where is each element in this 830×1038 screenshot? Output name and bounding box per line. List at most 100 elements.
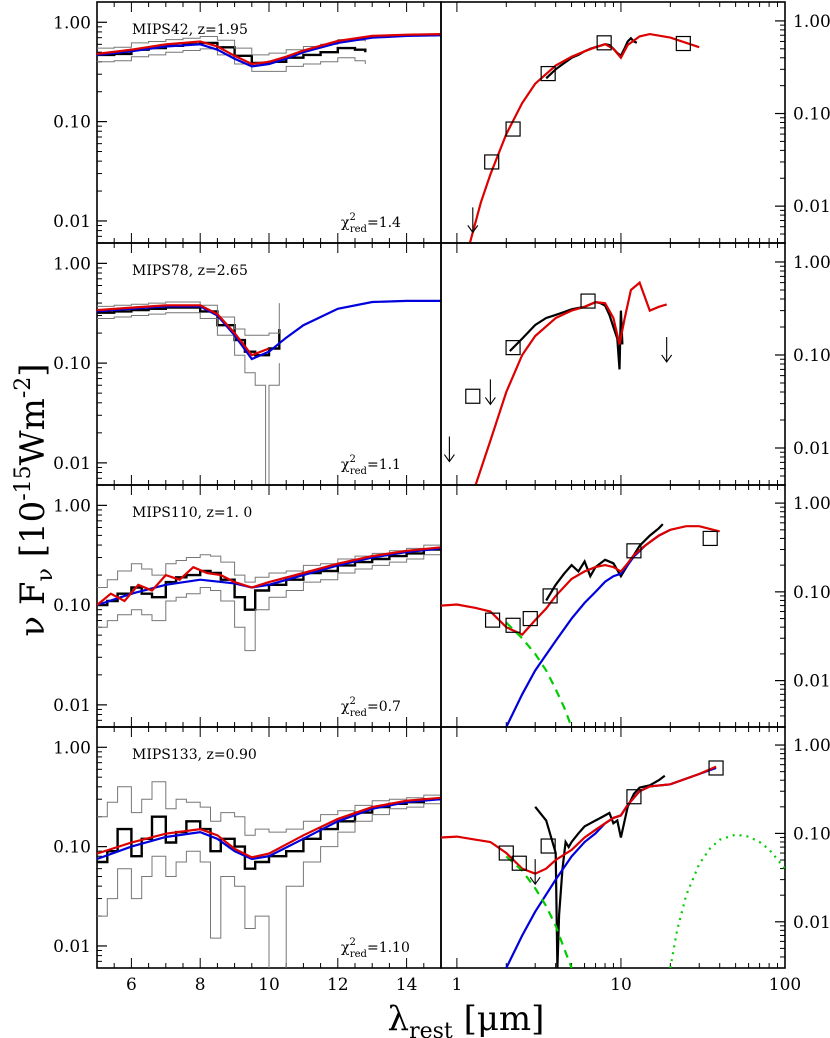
series-3-line xyxy=(97,798,441,861)
photometry-point xyxy=(626,789,642,805)
series-2-line xyxy=(441,525,720,636)
photometry-point xyxy=(708,760,724,776)
y-tick-label: 1.00 xyxy=(793,736,830,756)
photometry-point xyxy=(484,154,500,170)
series-0-line xyxy=(545,523,664,602)
series-4-line xyxy=(97,796,441,859)
photometry-point xyxy=(498,845,514,861)
y-tick-label: 1.00 xyxy=(793,494,830,514)
chi2-label: χ2 red=1.1 xyxy=(341,454,401,477)
y-tick-label: 0.10 xyxy=(793,583,830,603)
panel-right-1: 0.01 0.10 1.00 xyxy=(440,1,830,244)
plot-frame xyxy=(440,726,786,969)
photometry-point xyxy=(540,65,556,82)
x-tick-label: 1 xyxy=(451,975,462,995)
y-axis-title: ν Fν [10-15Wm-2] xyxy=(11,363,58,636)
series-3-line xyxy=(97,547,441,607)
series-4-line xyxy=(97,33,441,66)
series-0-line xyxy=(97,547,441,611)
y-tick-label: 0.01 xyxy=(53,454,91,474)
panel-left-2: 0.01 0.10 1.00 MIPS78, z=2.65 χ2 red=1.1 xyxy=(53,242,442,486)
upper-limit-arrow xyxy=(661,336,673,363)
y-tick-label: 1.00 xyxy=(793,12,830,32)
panel-right-3: 0.01 0.10 1.00 xyxy=(440,484,830,728)
photometry-point xyxy=(465,388,481,404)
panel-left-4: 0.01 0.10 1.00 6 8 10 12 14 MIPS133, z=0.90 χ2 red… xyxy=(53,726,442,995)
panel-source-label: MIPS78, z=2.65 xyxy=(132,263,248,279)
series-2-line xyxy=(97,802,441,968)
upper-limit-arrow xyxy=(529,859,541,886)
photometry-point xyxy=(505,121,521,137)
chi2-label: χ2 red=0.7 xyxy=(341,696,401,719)
series-3-line xyxy=(97,34,441,68)
y-tick-label: 1.00 xyxy=(53,738,91,758)
upper-limit-arrow xyxy=(443,436,455,463)
series-0-line xyxy=(534,774,666,968)
x-axis-title: λrest [μm] xyxy=(388,999,545,1038)
series-4-line xyxy=(97,546,441,606)
x-tick-label: 100 xyxy=(769,975,801,995)
series-1-line xyxy=(505,528,671,727)
y-tick-label: 1.00 xyxy=(53,13,91,33)
y-tick-label: 0.01 xyxy=(53,696,91,716)
upper-limit-arrow xyxy=(484,379,496,406)
x-tick-label: 6 xyxy=(126,975,137,995)
panel-source-label: MIPS133, z=0.90 xyxy=(132,747,257,763)
plot-frame xyxy=(96,1,442,244)
series-2-line xyxy=(97,552,441,652)
x-tick-label: 8 xyxy=(195,975,206,995)
plot-frame xyxy=(440,1,786,244)
y-tick-label: 0.01 xyxy=(793,439,830,459)
x-tick-label: 12 xyxy=(327,975,349,995)
y-tick-label: 0.10 xyxy=(53,596,91,616)
x-tick-label: 10 xyxy=(258,975,280,995)
x-tick-label: 10 xyxy=(610,975,632,995)
series-1-line xyxy=(97,781,441,836)
plot-frame xyxy=(440,484,786,728)
y-tick-label: 1.00 xyxy=(53,496,91,516)
series-1-line xyxy=(474,280,668,485)
series-2-line xyxy=(441,765,717,875)
series-1-line xyxy=(468,32,700,243)
photometry-point xyxy=(542,588,558,604)
y-tick-label: 0.01 xyxy=(53,937,91,957)
chi2-label: χ2 red=1.10 xyxy=(341,937,410,960)
series-1-line xyxy=(97,542,441,588)
plot-frame xyxy=(440,242,786,486)
panel-right-4: 0.01 0.10 1.00 1 10 100 xyxy=(440,726,830,995)
panel-source-label: MIPS110, z=1. 0 xyxy=(132,505,252,521)
photometry-point xyxy=(505,617,521,633)
x-tick-label: 14 xyxy=(396,975,418,995)
series-4-line xyxy=(97,304,270,357)
photometry-point xyxy=(540,838,556,854)
panel-right-2: 0.01 0.10 1.00 xyxy=(440,242,830,486)
upper-limit-arrow xyxy=(467,207,479,234)
photometry-point xyxy=(484,612,501,628)
series-4-line xyxy=(669,833,785,968)
photometry-point xyxy=(580,293,596,309)
y-tick-label: 0.10 xyxy=(793,105,830,125)
y-tick-label: 0.10 xyxy=(793,824,830,844)
photometry-point xyxy=(626,543,642,559)
y-tick-label: 0.10 xyxy=(53,838,91,858)
y-tick-label: 0.10 xyxy=(53,113,91,133)
series-2-line xyxy=(97,312,280,485)
photometry-point xyxy=(511,855,527,871)
series-0-line xyxy=(545,36,638,80)
y-tick-label: 0.01 xyxy=(793,197,830,217)
panel-source-label: MIPS42, z=1.95 xyxy=(132,22,248,38)
series-0-line xyxy=(97,306,281,357)
y-tick-label: 0.01 xyxy=(793,672,830,692)
y-tick-label: 0.10 xyxy=(793,346,830,366)
photometry-point xyxy=(702,530,718,547)
photometry-point xyxy=(675,35,691,52)
y-tick-label: 0.01 xyxy=(53,212,91,232)
y-tick-label: 1.00 xyxy=(793,253,830,273)
y-tick-label: 0.01 xyxy=(793,913,830,933)
photometry-point xyxy=(522,610,538,627)
panel-left-3: 0.01 0.10 1.00 MIPS110, z=1. 0 χ2 red=0.7 xyxy=(53,484,442,728)
panel-left-1: 0.01 0.10 1.00 MIPS42, z=1.95 χ2 red=1.4 xyxy=(53,1,442,244)
chi2-label: χ2 red=1.4 xyxy=(341,212,401,235)
